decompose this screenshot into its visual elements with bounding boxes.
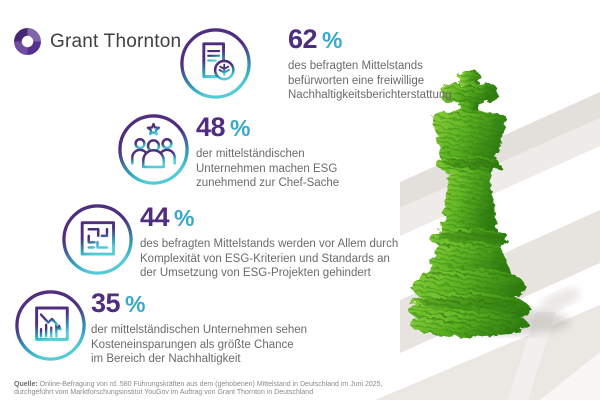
grant-thornton-swirl-icon (14, 28, 41, 55)
declining-chart-icon (15, 290, 86, 361)
stat-value: 35% (91, 290, 351, 317)
team-star-icon (118, 114, 189, 185)
stat-block-48: 48% der mittelständischen Unternehmen ma… (196, 114, 396, 191)
stat-number: 62 (288, 24, 318, 54)
star-icon (146, 122, 161, 136)
stat-percent-sign: % (230, 115, 250, 141)
stat-number: 44 (140, 202, 170, 232)
source-text: Online-Befragung von rd. 580 Führungskrä… (14, 380, 383, 397)
stat-number: 35 (91, 288, 121, 318)
stat-percent-sign: % (125, 291, 145, 317)
sustainability-report-icon (180, 28, 251, 99)
stat-block-35: 35% der mittelständischen Unternehmen se… (91, 290, 351, 367)
leaf-icon (218, 63, 230, 76)
logo-wordmark: Grant Thornton (50, 30, 182, 52)
arrow-down-icon (55, 324, 63, 331)
stat-percent-sign: % (174, 205, 194, 231)
grass-chess-king (408, 70, 530, 337)
stat-percent-sign: % (322, 27, 342, 53)
maze-icon (62, 204, 133, 275)
stat-value: 62% (288, 26, 518, 53)
stat-value: 44% (140, 204, 450, 231)
stat-description: des befragten Mittelstands werden vor Al… (140, 238, 399, 279)
stat-description: des befragten Mittelstands befürworten e… (288, 60, 452, 101)
grant-thornton-logo: Grant Thornton (14, 28, 181, 55)
stat-block-44: 44% des befragten Mittelstands werden vo… (140, 204, 450, 281)
stat-description: der mittelständischen Unternehmen machen… (196, 148, 340, 189)
stat-number: 48 (196, 112, 226, 142)
source-label: Quelle: (14, 380, 38, 388)
source-footnote: Quelle: Online-Befragung von rd. 580 Füh… (14, 372, 434, 398)
stat-description: der mittelständischen Unternehmen sehen … (91, 324, 308, 365)
stat-block-62: 62% des befragten Mittelstands befürwort… (288, 26, 518, 103)
stat-value: 48% (196, 114, 396, 141)
